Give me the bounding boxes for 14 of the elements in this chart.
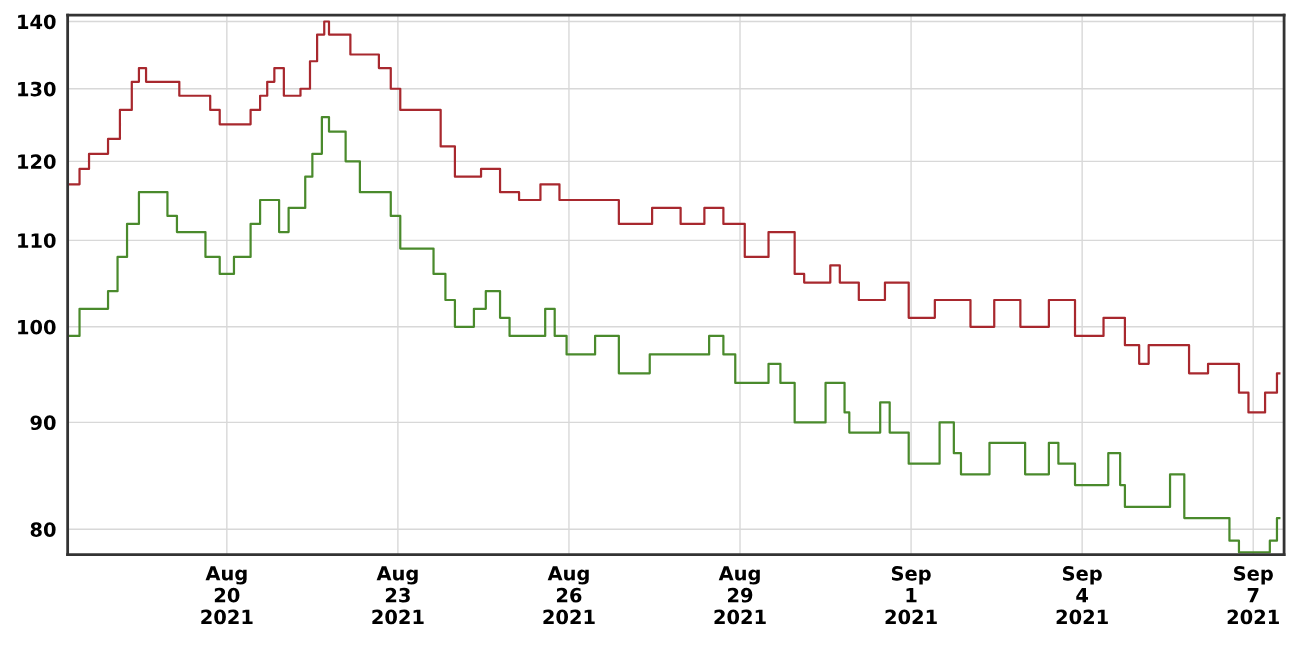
x-tick-label: Aug 20 2021 [201,566,253,625]
y-tick-label: 110 [18,233,56,248]
y-tick-label: 120 [18,154,56,170]
y-tick-label: 130 [18,81,56,97]
y-tick-label: 80 [30,522,56,537]
x-tick-label: Sep 7 2021 [1227,566,1279,625]
x-tick-label: Aug 29 2021 [714,566,766,625]
x-tick-label: Aug 26 2021 [543,566,595,625]
y-tick-label: 100 [18,319,56,335]
y-tick-label: 140 [18,14,56,30]
x-tick-label: Sep 4 2021 [1056,566,1108,625]
y-tick-label: 90 [30,415,56,431]
x-tick-label: Aug 23 2021 [372,566,424,625]
x-tick-label: Sep 1 2021 [885,566,937,625]
